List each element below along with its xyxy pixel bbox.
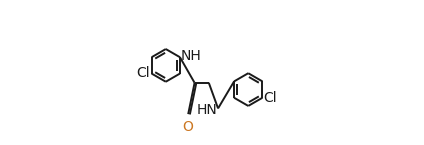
Text: HN: HN <box>197 103 218 117</box>
Text: NH: NH <box>181 49 202 64</box>
Text: Cl: Cl <box>137 66 150 80</box>
Text: Cl: Cl <box>263 91 277 105</box>
Text: O: O <box>182 120 193 134</box>
